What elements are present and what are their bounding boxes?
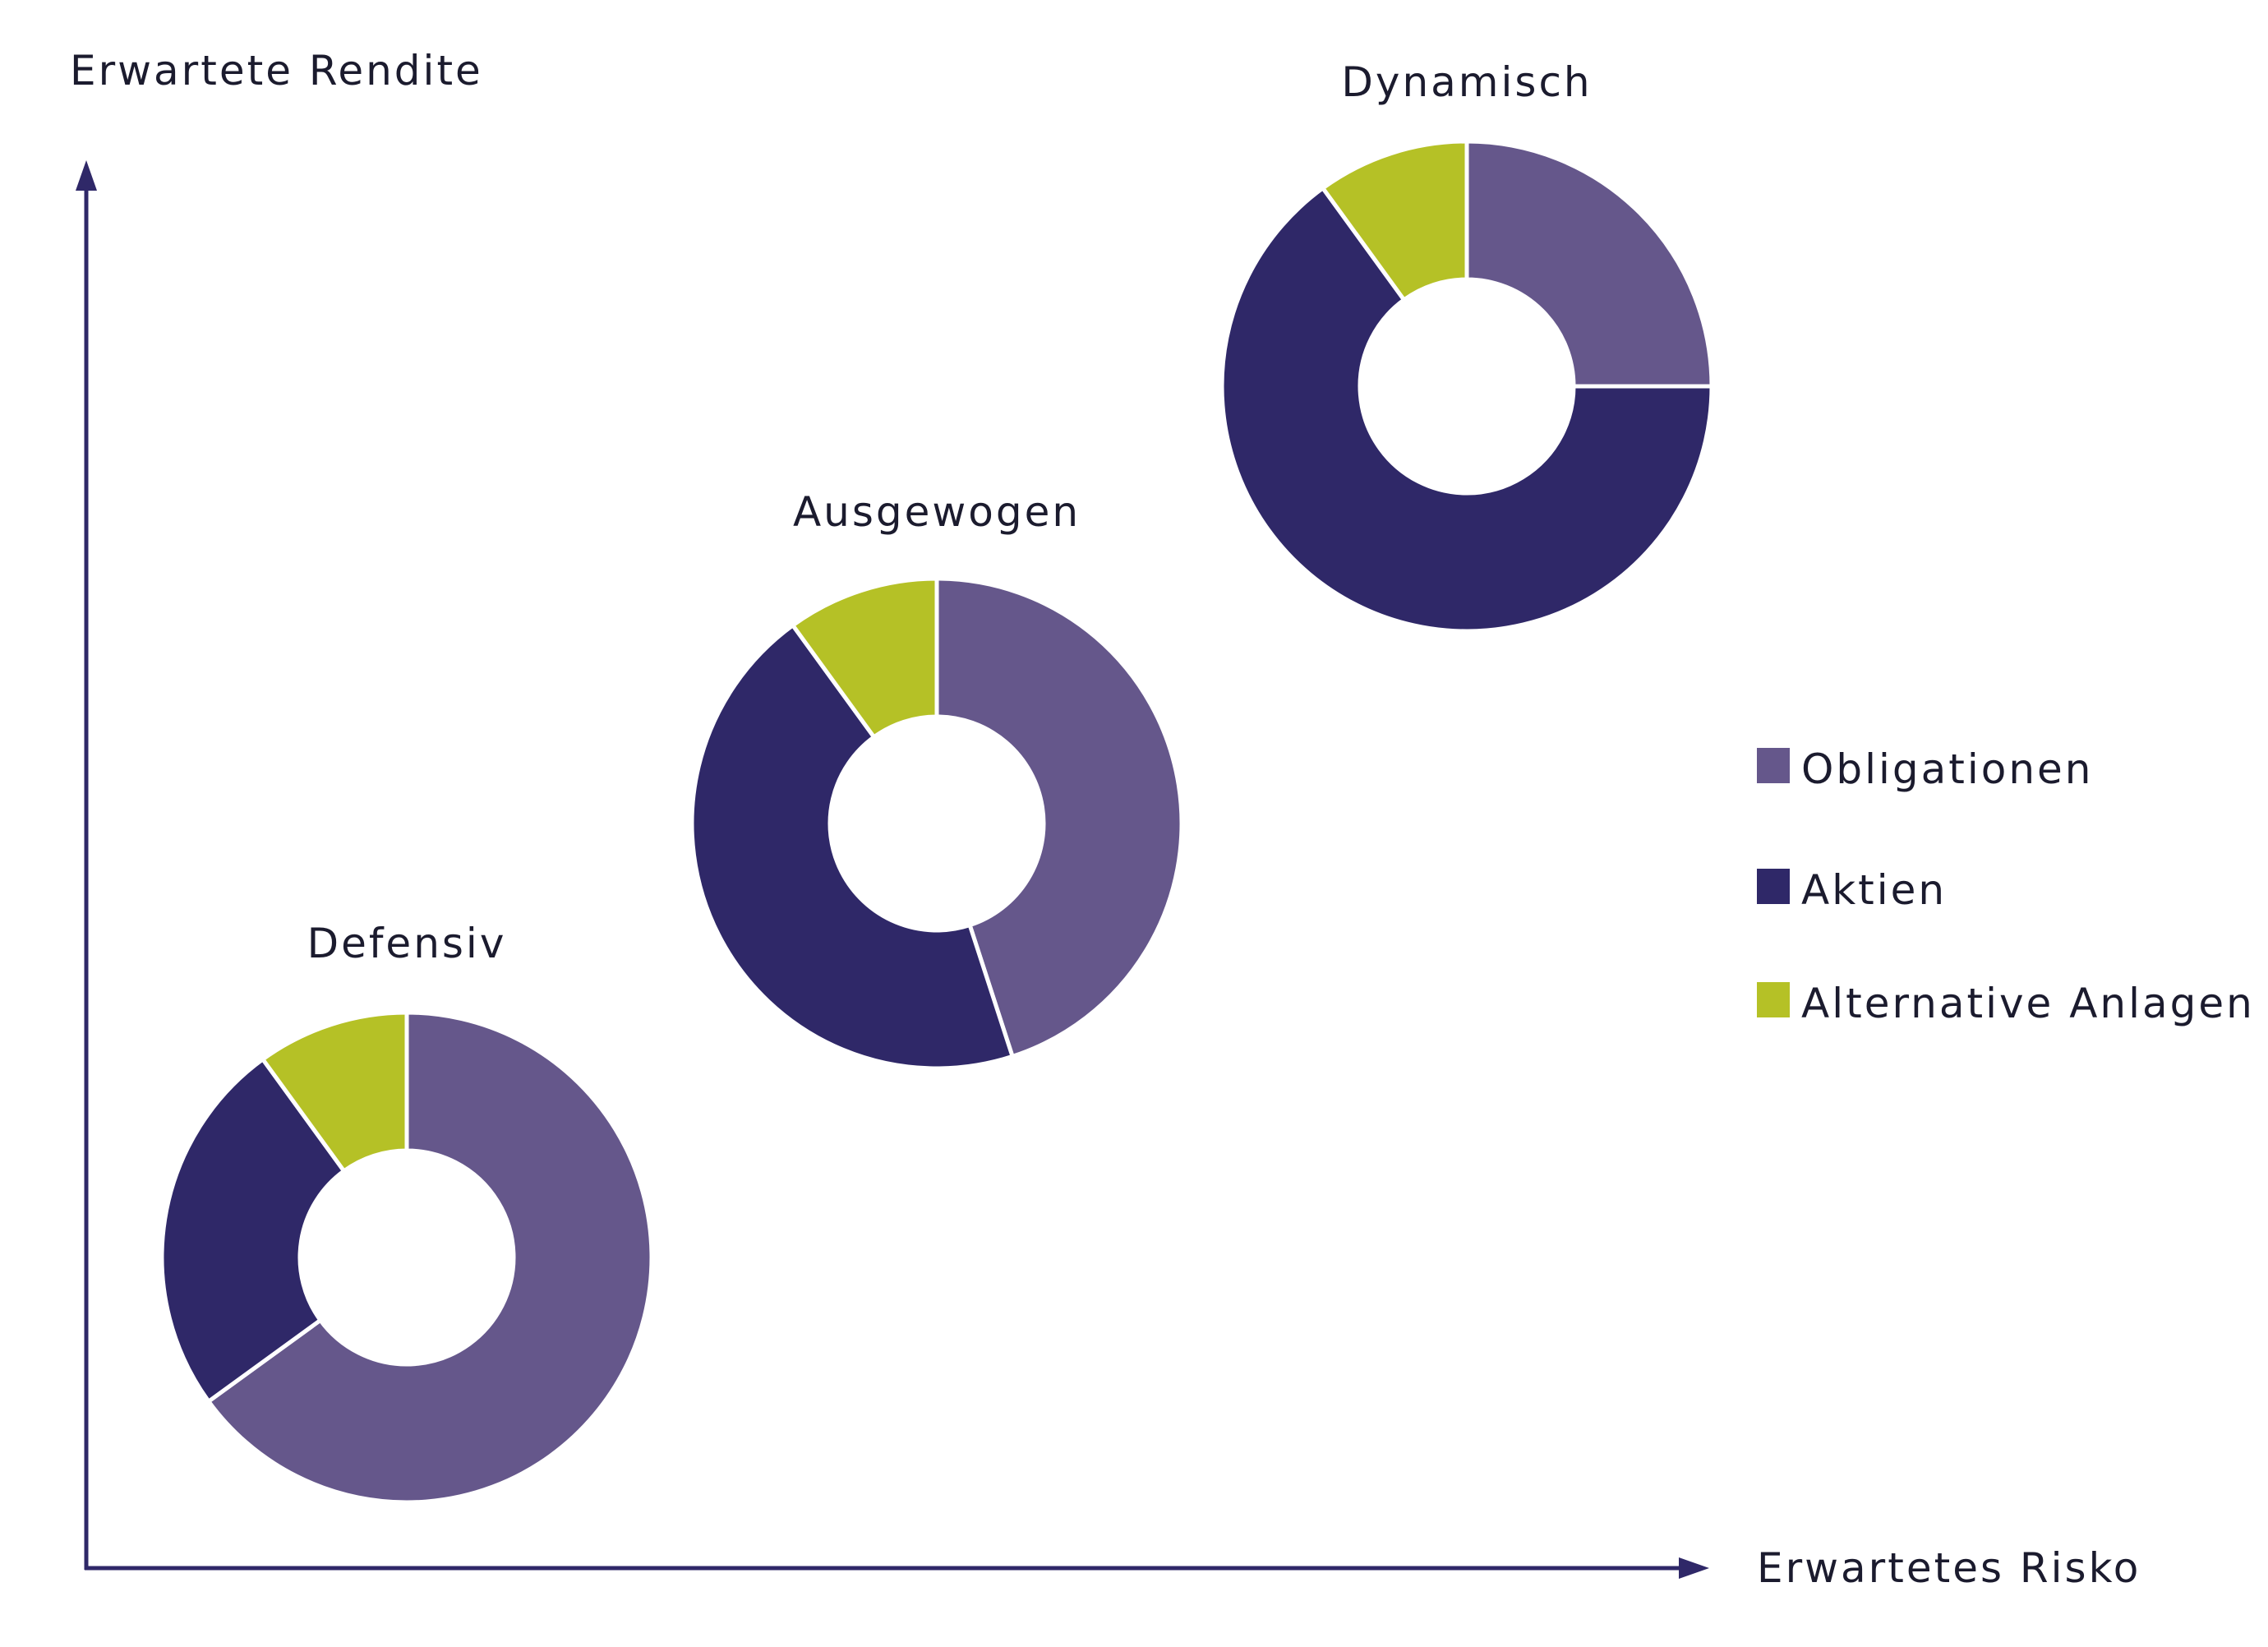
- y-axis: [76, 160, 97, 1570]
- donut-label-defensiv: Defensiv: [307, 920, 507, 967]
- slice-defensiv-alternative-anlagen: [260, 1010, 409, 1174]
- slice-ausgewogen-aktien: [689, 622, 1016, 1071]
- legend-label: Alternative Anlagen: [1801, 980, 2255, 1027]
- slice-ausgewogen-obligationen: [934, 576, 1184, 1059]
- donut-dynamisch: Dynamisch: [1219, 58, 1714, 634]
- legend-item-obligationen: Obligationen: [1757, 745, 2093, 793]
- y-axis-label: Erwartete Rendite: [70, 47, 483, 95]
- slice-ausgewogen-alternative-anlagen: [790, 576, 939, 740]
- slice-dynamisch-alternative-anlagen: [1320, 139, 1469, 303]
- legend: Obligationen Aktien Alternative Anlagen: [1757, 745, 2255, 1027]
- slice-defensiv-aktien: [159, 1056, 348, 1405]
- legend-swatch: [1757, 982, 1790, 1017]
- slice-dynamisch-aktien: [1219, 185, 1714, 634]
- donut-defensiv: Defensiv: [159, 920, 654, 1505]
- donut-group: Defensiv Ausgewogen Dynamisch: [159, 58, 1714, 1505]
- legend-swatch: [1757, 748, 1790, 783]
- legend-label: Aktien: [1801, 866, 1947, 914]
- x-axis-label: Erwartetes Risko: [1757, 1544, 2141, 1592]
- y-axis-arrow-icon: [76, 160, 97, 191]
- legend-label: Obligationen: [1801, 745, 2093, 793]
- donut-label-ausgewogen: Ausgewogen: [793, 488, 1081, 536]
- legend-swatch: [1757, 869, 1790, 904]
- donut-label-dynamisch: Dynamisch: [1341, 58, 1592, 106]
- x-axis-arrow-icon: [1679, 1557, 1709, 1579]
- x-axis: [85, 1557, 1709, 1579]
- legend-item-alternative-anlagen: Alternative Anlagen: [1757, 980, 2255, 1027]
- donut-ausgewogen: Ausgewogen: [689, 488, 1184, 1071]
- slice-dynamisch-obligationen: [1464, 139, 1714, 389]
- legend-item-aktien: Aktien: [1757, 866, 1947, 914]
- slice-defensiv-obligationen: [205, 1010, 654, 1505]
